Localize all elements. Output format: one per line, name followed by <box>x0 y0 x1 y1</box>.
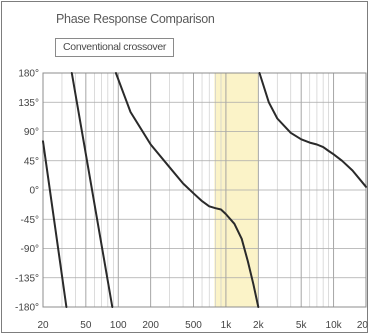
y-tick-label: 45° <box>24 156 39 167</box>
chart-title: Phase Response Comparison <box>56 12 215 26</box>
phase-curve-segment <box>258 72 367 188</box>
legend-conventional-crossover: Conventional crossover <box>55 38 175 57</box>
phase-curve-segment <box>42 140 68 308</box>
x-tick-label: 500 <box>185 320 202 331</box>
phase-curve-segment <box>70 72 114 308</box>
y-tick-label: 180° <box>18 69 39 80</box>
x-tick-label: 1k <box>221 320 233 331</box>
x-tick-label: 20 <box>357 320 369 331</box>
y-tick-label: 135° <box>18 98 39 109</box>
y-tick-label: -90° <box>21 244 39 255</box>
x-tick-label: 20 <box>37 320 49 331</box>
x-tick-label: 10k <box>326 320 343 331</box>
x-tick-label: 5k <box>296 320 308 331</box>
plot-border <box>42 72 367 308</box>
phase-curve-segment <box>114 72 260 308</box>
x-tick-label: 100 <box>110 320 127 331</box>
y-tick-label: -135° <box>15 273 39 284</box>
x-tick-label: 2k <box>253 320 265 331</box>
y-tick-label: 90° <box>24 127 39 138</box>
x-tick-label: 200 <box>142 320 159 331</box>
y-tick-label: -180° <box>15 303 39 314</box>
x-tick-label: 50 <box>80 320 92 331</box>
y-tick-label: -45° <box>21 215 39 226</box>
y-tick-label: 0° <box>29 186 39 197</box>
